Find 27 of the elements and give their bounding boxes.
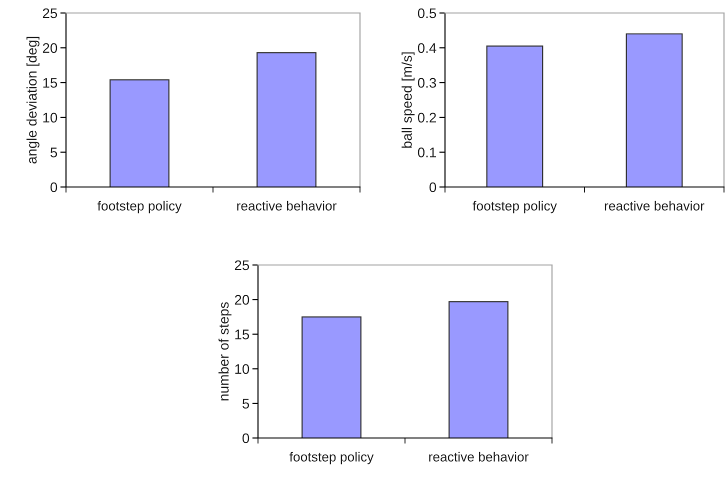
y-tick-label: 25: [42, 8, 58, 18]
x-tick-label: footstep policy: [472, 200, 557, 214]
y-tick-label: 20: [42, 43, 58, 53]
y-tick-label: 0: [429, 182, 436, 192]
y-axis-title: ball speed [m/s]: [402, 52, 415, 148]
y-tick-label: 10: [43, 112, 58, 123]
x-tick-label: reactive behavior: [429, 452, 529, 462]
y-tick-label: 20: [234, 294, 250, 305]
y-tick-label: 5: [242, 398, 250, 409]
y-tick-label: 0.1: [418, 148, 436, 158]
y-tick-label: 10: [235, 364, 250, 374]
y-tick-label: 0: [50, 182, 58, 192]
x-tick-label: footstep policy: [290, 452, 374, 464]
y-tick-label: 0.4: [418, 43, 436, 53]
y-axis-title: number of steps: [218, 302, 232, 400]
x-tick-label: reactive behavior: [237, 200, 337, 211]
y-tick-label: 15: [43, 78, 58, 88]
x-tick-label: footstep policy: [98, 200, 182, 214]
y-tick-label: 15: [235, 330, 250, 340]
y-tick-label: 0.2: [418, 112, 436, 123]
y-tick-label: 5: [50, 148, 58, 158]
x-tick-label: reactive behavior: [604, 200, 704, 211]
y-axis-title: angle deviation [deg]: [26, 36, 40, 164]
y-tick-label: 0.5: [418, 8, 436, 18]
y-tick-label: 25: [234, 260, 250, 270]
y-tick-label: 0.3: [418, 78, 436, 88]
y-tick-label: 0: [242, 433, 250, 444]
